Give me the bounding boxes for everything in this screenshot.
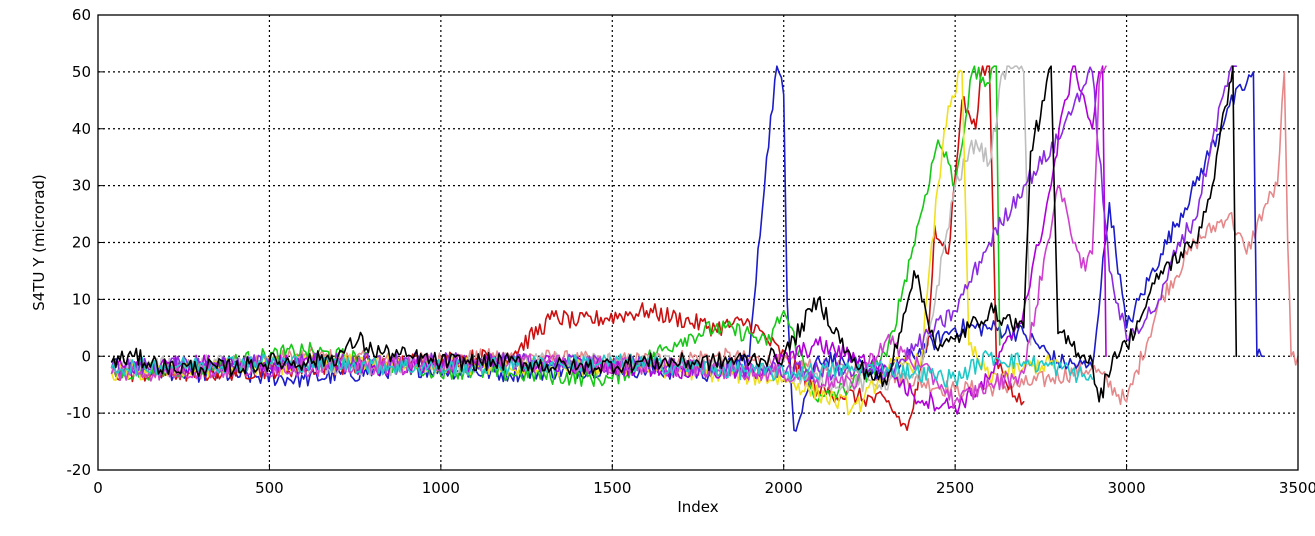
x-tick-label: 1000 [422,479,460,497]
y-tick-label: 30 [72,177,91,195]
x-tick-label: 0 [93,479,103,497]
series-line-4 [110,65,1001,403]
x-tick-label: 500 [255,479,284,497]
y-axis-ticks: -20 -10 0 10 20 30 40 50 60 [67,6,104,479]
series-line-5 [110,65,1032,394]
series-group [110,65,1299,432]
x-tick-label: 3000 [1107,479,1145,497]
series-line-8 [110,65,1238,381]
y-tick-label: 0 [81,347,91,365]
y-tick-label: 60 [72,6,91,24]
x-tick-label: 2000 [765,479,803,497]
series-line-11 [110,65,1238,403]
x-tick-label: 3500 [1279,479,1315,497]
x-tick-label: 1500 [593,479,631,497]
x-axis-ticks: 0 500 1000 1500 2000 2500 3000 3500 [93,464,1315,497]
x-axis-label: Index [677,498,718,516]
y-axis-label: S4TU Y (microrad) [30,174,48,311]
y-tick-label: 20 [72,234,91,252]
y-tick-label: -10 [67,404,92,422]
y-tick-label: 40 [72,120,91,138]
series-line-1 [110,71,1299,406]
y-tick-label: -20 [67,461,92,479]
x-tick-label: 2500 [936,479,974,497]
y-tick-label: 10 [72,290,91,308]
series-line-10 [110,350,1094,388]
series-line-9 [110,65,1107,410]
y-tick-label: 50 [72,63,91,81]
grid [98,15,1298,470]
series-line-3 [110,65,1025,432]
